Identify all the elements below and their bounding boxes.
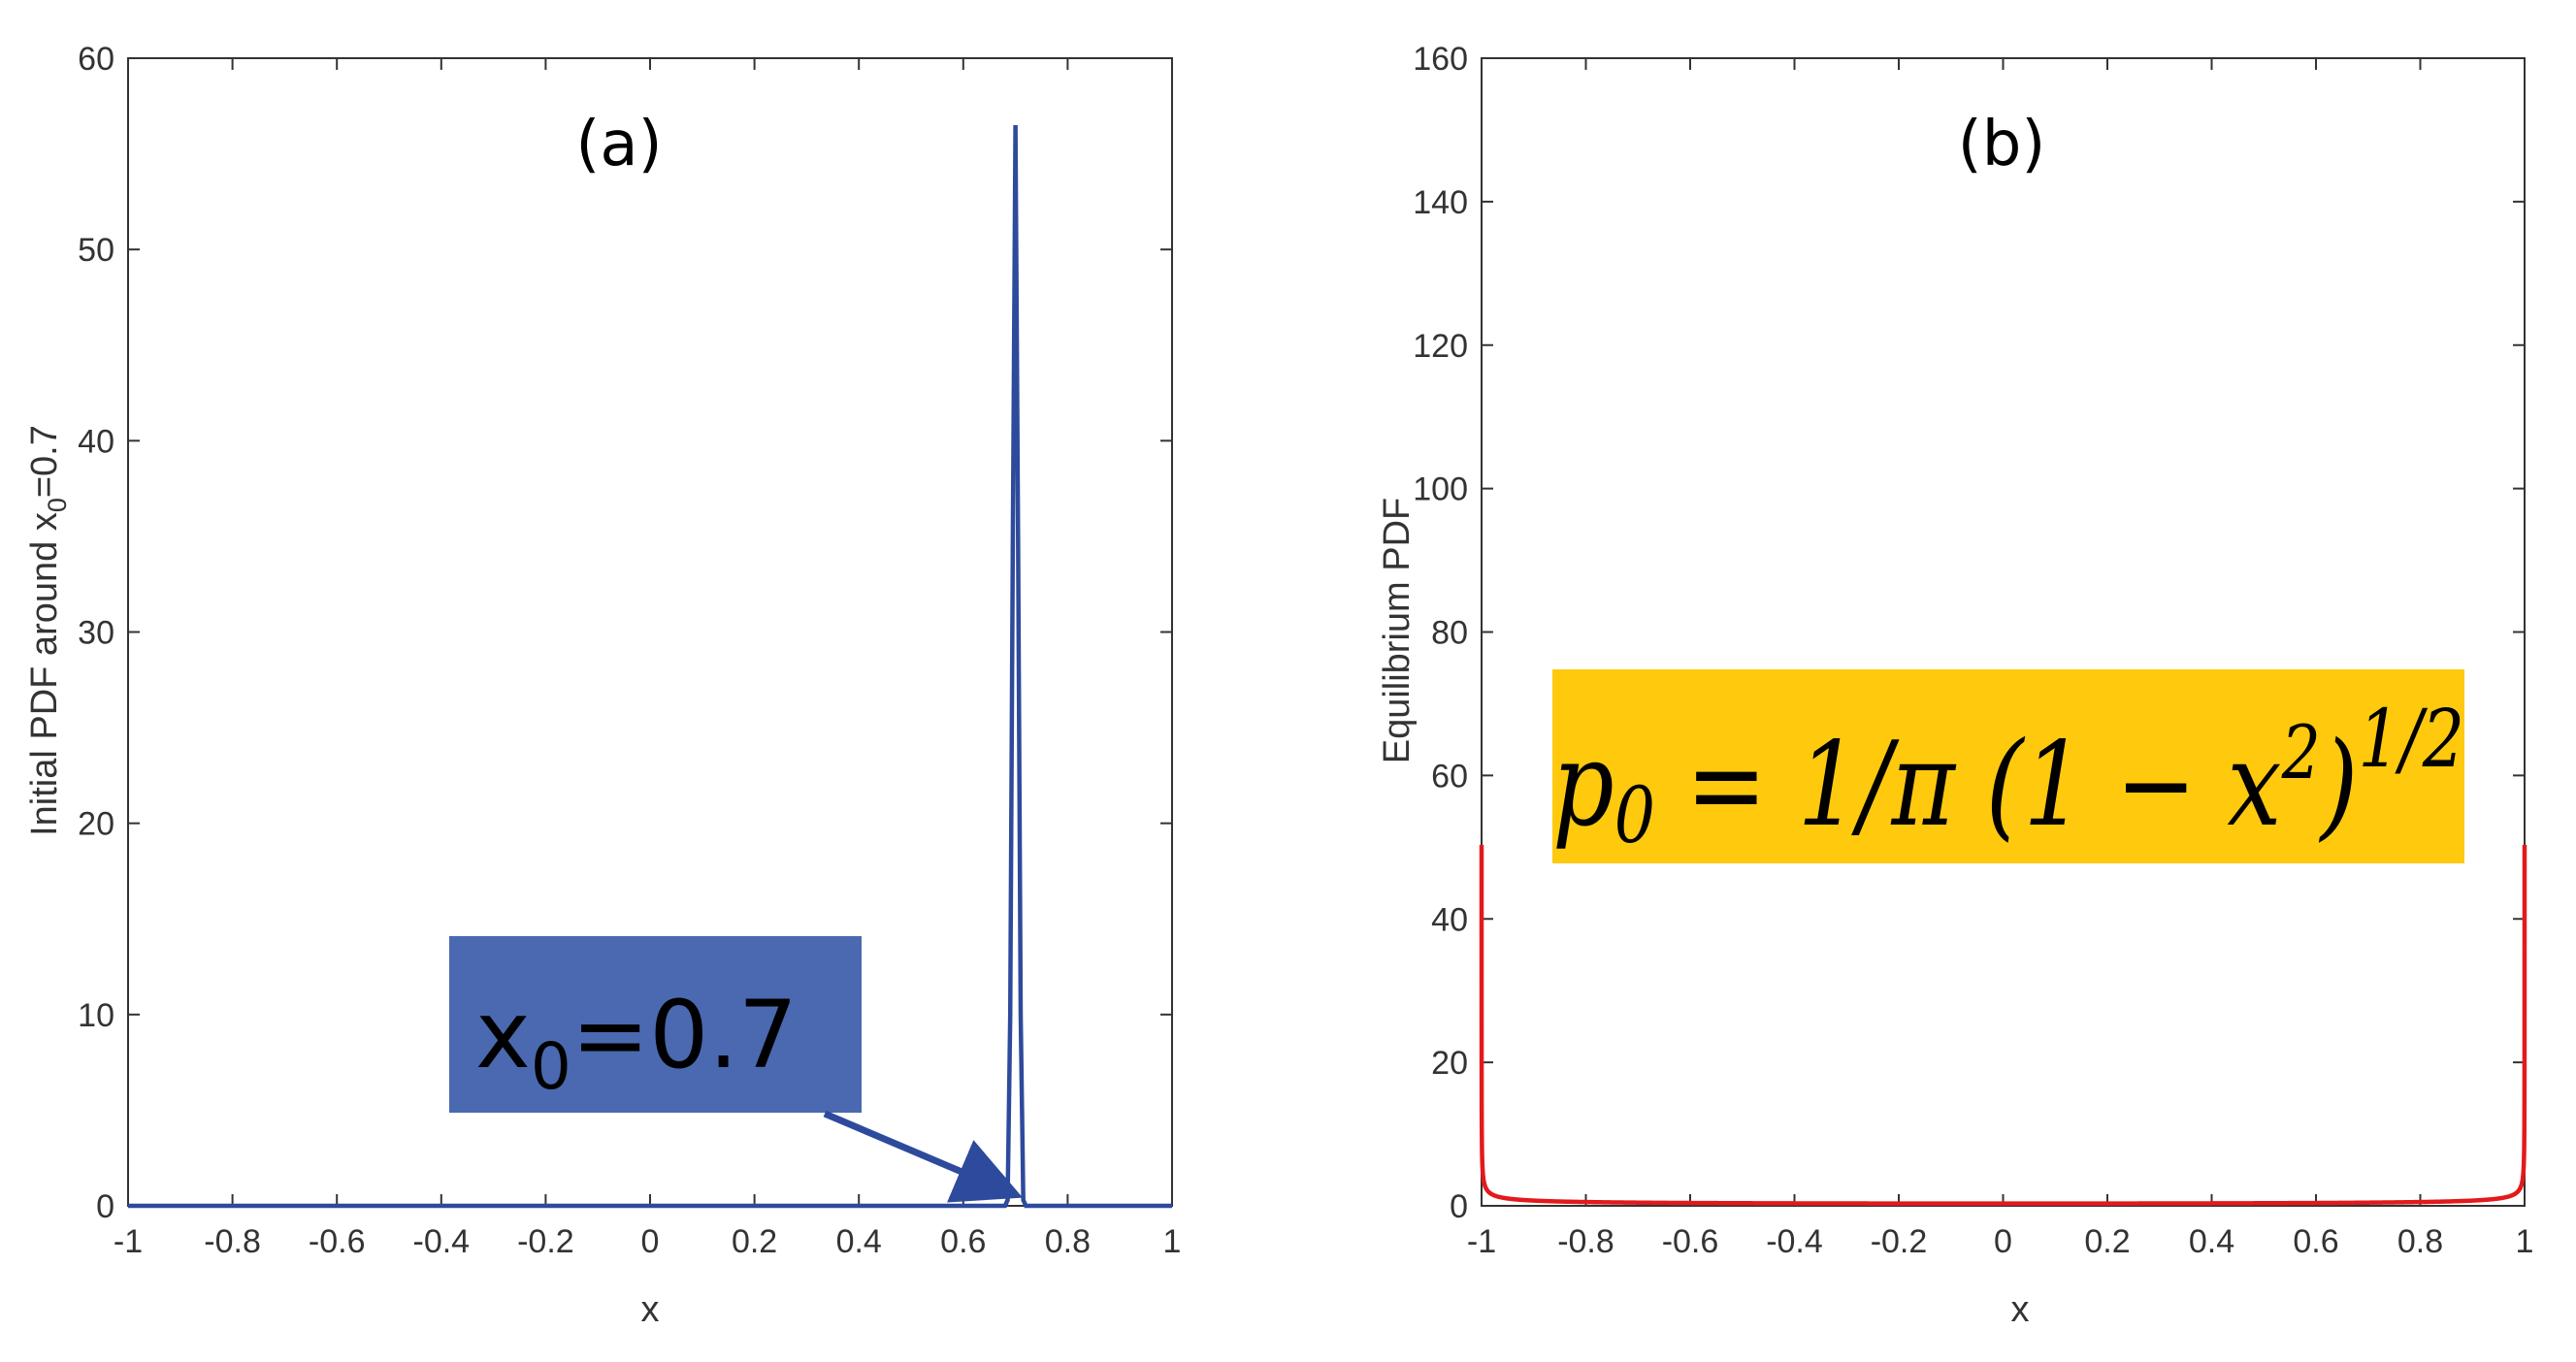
formula-text: p0 = 1/π (1 − x2)1/2	[1552, 694, 2464, 860]
x-tick-labels-a: -1 -0.8 -0.6 -0.4 -0.2 0 0.2 0.4 0.6 0.8 1	[114, 1223, 1182, 1260]
x-tick-label: 0.8	[2397, 1223, 2443, 1260]
x-tick-label: 0	[641, 1223, 660, 1260]
x-tick-label: 0.8	[1045, 1223, 1091, 1260]
y-tick-label: 60	[1431, 758, 1468, 794]
y-tick-label: 50	[78, 232, 114, 269]
y-tick-label: 60	[78, 41, 114, 78]
y-axis-label-a: Initial PDF around x0=0.7	[24, 425, 72, 836]
x-tick-label: -0.8	[1557, 1223, 1614, 1260]
y-tick-label: 30	[78, 615, 114, 652]
panel-a: -1 -0.8 -0.6 -0.4 -0.2 0 0.2 0.4 0.6 0.8 1 0 10 20 30…	[24, 41, 1181, 1330]
panel-label-a: (a)	[575, 109, 662, 180]
annotation-box-x0	[449, 936, 862, 1113]
x-tick-label: -0.6	[1662, 1223, 1719, 1260]
x-tick-label: -0.2	[1871, 1223, 1928, 1260]
y-tick-label: 20	[78, 806, 114, 843]
x-tick-label: -1	[114, 1223, 143, 1260]
formula-box	[1552, 669, 2464, 863]
axis-ticks-b	[1481, 57, 2526, 1207]
annotation-text-x0: x0=0.7	[475, 981, 798, 1104]
y-tick-label: 80	[1431, 615, 1468, 652]
y-tick-label: 140	[1413, 184, 1468, 221]
x-tick-label: -0.8	[204, 1223, 261, 1260]
x-axis-label-b: x	[2011, 1289, 2030, 1330]
x-tick-label: 0.4	[2189, 1223, 2234, 1260]
x-tick-label: 0.6	[940, 1223, 986, 1260]
panel-b: -1 -0.8 -0.6 -0.4 -0.2 0 0.2 0.4 0.6 0.8 1 0 20 40 60…	[1377, 41, 2533, 1330]
y-tick-label: 160	[1413, 41, 1468, 78]
x-tick-label: -0.4	[1766, 1223, 1823, 1260]
y-tick-label: 0	[1450, 1188, 1468, 1225]
panel-label-b: (b)	[1958, 109, 2046, 180]
x-tick-label: 1	[1163, 1223, 1182, 1260]
y-tick-label: 10	[78, 997, 114, 1034]
series-line-a	[128, 124, 1172, 1209]
y-tick-label: 40	[1431, 901, 1468, 938]
annotation-arrow	[823, 1110, 1024, 1203]
y-tick-label: 40	[78, 423, 114, 460]
y-tick-labels-a: 0 10 20 30 40 50 60	[78, 41, 114, 1225]
y-tick-label: 0	[96, 1188, 114, 1225]
x-tick-label: 0	[1994, 1223, 2012, 1260]
x-tick-label: -0.4	[413, 1223, 471, 1260]
x-axis-label-a: x	[641, 1289, 660, 1330]
x-tick-label: 1	[2516, 1223, 2534, 1260]
x-tick-label: 0.6	[2293, 1223, 2338, 1260]
x-tick-label: -0.6	[309, 1223, 366, 1260]
x-tick-label: 0.2	[732, 1223, 777, 1260]
x-tick-label: 0.2	[2084, 1223, 2130, 1260]
x-tick-label: -0.2	[517, 1223, 574, 1260]
y-tick-labels-b: 0 20 40 60 80 100 120 140 160	[1413, 41, 1468, 1225]
y-tick-label: 20	[1431, 1045, 1468, 1082]
x-tick-label: -1	[1467, 1223, 1496, 1260]
y-axis-label-b: Equilibrium PDF	[1377, 498, 1418, 764]
y-tick-label: 100	[1413, 471, 1468, 508]
plot-frame-b	[1481, 57, 2526, 1207]
y-tick-label: 120	[1413, 328, 1468, 365]
series-line-b	[1479, 844, 2527, 1206]
x-tick-labels-b: -1 -0.8 -0.6 -0.4 -0.2 0 0.2 0.4 0.6 0.8 1	[1467, 1223, 2534, 1260]
x-tick-label: 0.4	[836, 1223, 882, 1260]
